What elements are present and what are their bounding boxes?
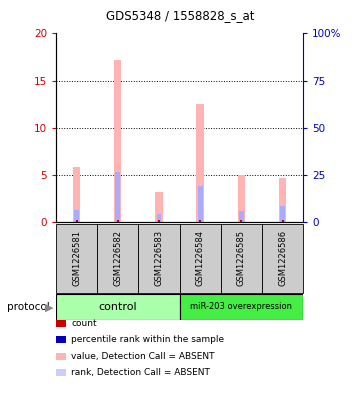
Bar [117, 220, 119, 222]
Bar [198, 186, 203, 222]
Bar [199, 220, 201, 222]
Text: GSM1226582: GSM1226582 [113, 230, 122, 286]
Text: GSM1226586: GSM1226586 [278, 230, 287, 286]
Text: miR-203 overexpression: miR-203 overexpression [190, 303, 292, 311]
Bar [73, 167, 80, 222]
Bar [239, 211, 244, 222]
Text: GSM1226583: GSM1226583 [155, 230, 164, 286]
Bar [75, 220, 78, 222]
Text: count: count [71, 319, 97, 328]
Bar [282, 220, 284, 222]
Bar [221, 224, 262, 293]
Text: value, Detection Call = ABSENT: value, Detection Call = ABSENT [71, 352, 215, 361]
Text: GDS5348 / 1558828_s_at: GDS5348 / 1558828_s_at [106, 9, 255, 22]
Text: protocol: protocol [7, 302, 50, 312]
Text: ▶: ▶ [44, 302, 53, 312]
Bar [74, 210, 79, 222]
Text: GSM1226585: GSM1226585 [237, 230, 246, 286]
Bar [56, 294, 180, 320]
Text: rank, Detection Call = ABSENT: rank, Detection Call = ABSENT [71, 369, 210, 377]
Bar [155, 192, 163, 222]
Bar [238, 175, 245, 222]
Bar [158, 220, 160, 222]
Text: GSM1226581: GSM1226581 [72, 230, 81, 286]
Bar [56, 224, 97, 293]
Text: control: control [99, 302, 137, 312]
Bar [180, 224, 221, 293]
Bar [114, 60, 122, 222]
Bar [240, 220, 243, 222]
Text: GSM1226584: GSM1226584 [196, 230, 205, 286]
Text: percentile rank within the sample: percentile rank within the sample [71, 336, 225, 344]
Bar [279, 178, 286, 222]
Bar [97, 224, 138, 293]
Bar [196, 104, 204, 222]
Bar [138, 224, 180, 293]
Bar [157, 215, 161, 222]
Bar [280, 206, 285, 222]
Bar [262, 224, 303, 293]
Bar [180, 294, 303, 320]
Bar [115, 172, 120, 222]
